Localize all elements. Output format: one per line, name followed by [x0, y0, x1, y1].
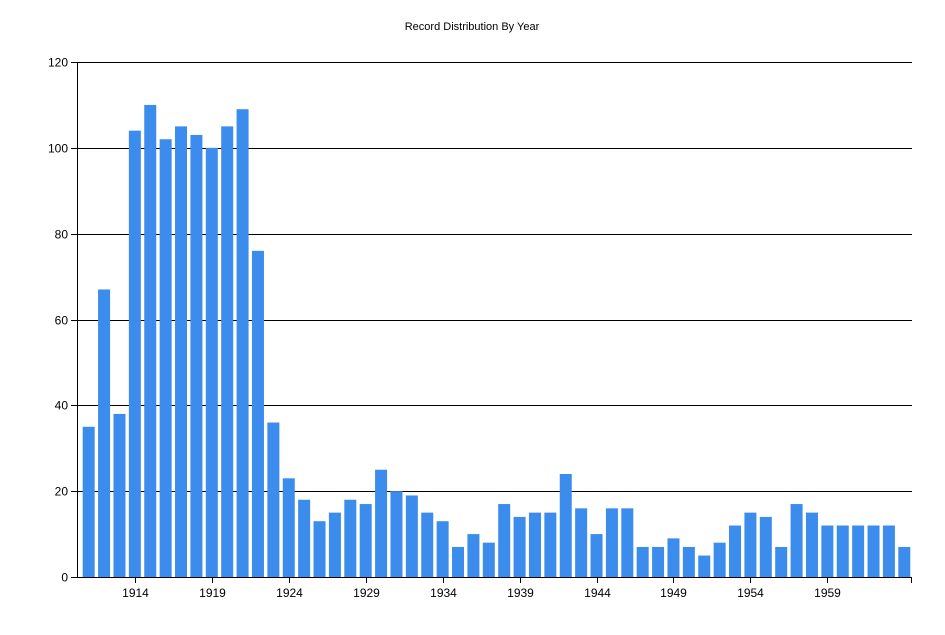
bar-1930: [375, 469, 388, 577]
bar-1955: [759, 516, 772, 577]
bar-1919: [205, 147, 218, 578]
bar-1944: [590, 534, 603, 577]
bar-1931: [390, 491, 403, 577]
x-tick-label-1914: 1914: [122, 586, 149, 600]
bar-1947: [636, 546, 649, 577]
y-tick-label: 60: [55, 314, 69, 328]
bar-1935: [452, 546, 465, 577]
bar-1911: [82, 426, 95, 577]
x-tick-label-1959: 1959: [814, 586, 841, 600]
bar-1912: [98, 289, 111, 577]
bar-1951: [698, 555, 711, 577]
x-tick-label-1939: 1939: [507, 586, 534, 600]
x-tick-label-1944: 1944: [584, 586, 611, 600]
bar-1923: [267, 422, 280, 577]
x-tick-label-1949: 1949: [660, 586, 687, 600]
y-axis-ticks: 0 20 40 60 80 100 120: [48, 56, 77, 585]
x-tick-label-1929: 1929: [353, 586, 380, 600]
y-tick-label: 0: [61, 571, 68, 585]
x-tick-label-1924: 1924: [276, 586, 303, 600]
bar-1932: [405, 495, 418, 577]
bar-1943: [575, 508, 588, 577]
bar-1946: [621, 508, 634, 577]
y-tick-label: 40: [55, 399, 69, 413]
bar-1954: [744, 512, 757, 577]
bar-1922: [251, 250, 264, 578]
bar-1920: [221, 126, 234, 577]
bar-1926: [313, 521, 326, 577]
axes: [77, 62, 912, 583]
bar-1956: [775, 546, 788, 577]
bar-1945: [605, 508, 618, 577]
bar-1939: [513, 516, 526, 577]
chart-title: Record Distribution By Year: [405, 21, 540, 33]
bar-1927: [328, 512, 341, 577]
bar-1952: [713, 542, 726, 577]
bar-1959: [821, 525, 834, 577]
x-tick-label-1934: 1934: [430, 586, 457, 600]
bar-1924: [282, 478, 295, 577]
bar-1937: [482, 542, 495, 577]
bar-1921: [236, 109, 249, 577]
bar-1929: [359, 504, 372, 577]
bar-1962: [867, 525, 880, 577]
bar-1933: [421, 512, 434, 577]
bar-1957: [790, 504, 803, 577]
bar-1942: [559, 474, 572, 577]
x-tick-label-1954: 1954: [737, 586, 764, 600]
bars: [82, 104, 911, 578]
bar-1925: [298, 499, 311, 577]
bar-1961: [852, 525, 865, 577]
y-tick-label: 80: [55, 228, 69, 242]
x-tick-label-1919: 1919: [199, 586, 226, 600]
x-axis-ticks: 1914 1919 1924 1929 1934 1939 1944 1949 1954 1959: [122, 577, 841, 600]
bar-1936: [467, 534, 480, 577]
y-tick-label: 100: [48, 142, 68, 156]
bar-1917: [175, 126, 188, 577]
bar-1964: [898, 546, 911, 577]
y-tick-label: 120: [48, 56, 68, 70]
bar-1941: [544, 512, 557, 577]
bar-1918: [190, 134, 203, 578]
bar-1916: [159, 139, 172, 577]
bar-1953: [729, 525, 742, 577]
bar-1950: [682, 546, 695, 577]
y-tick-label: 20: [55, 485, 69, 499]
bar-1960: [836, 525, 849, 577]
bar-1915: [144, 104, 157, 578]
bar-1938: [498, 504, 511, 577]
bar-1934: [436, 521, 449, 577]
bar-1913: [113, 413, 126, 577]
bar-1963: [882, 525, 895, 577]
bar-1949: [667, 538, 680, 577]
bar-1958: [805, 512, 818, 577]
bar-1940: [528, 512, 541, 577]
bar-1948: [652, 546, 665, 577]
bar-1914: [128, 130, 141, 577]
bar-1928: [344, 499, 357, 577]
